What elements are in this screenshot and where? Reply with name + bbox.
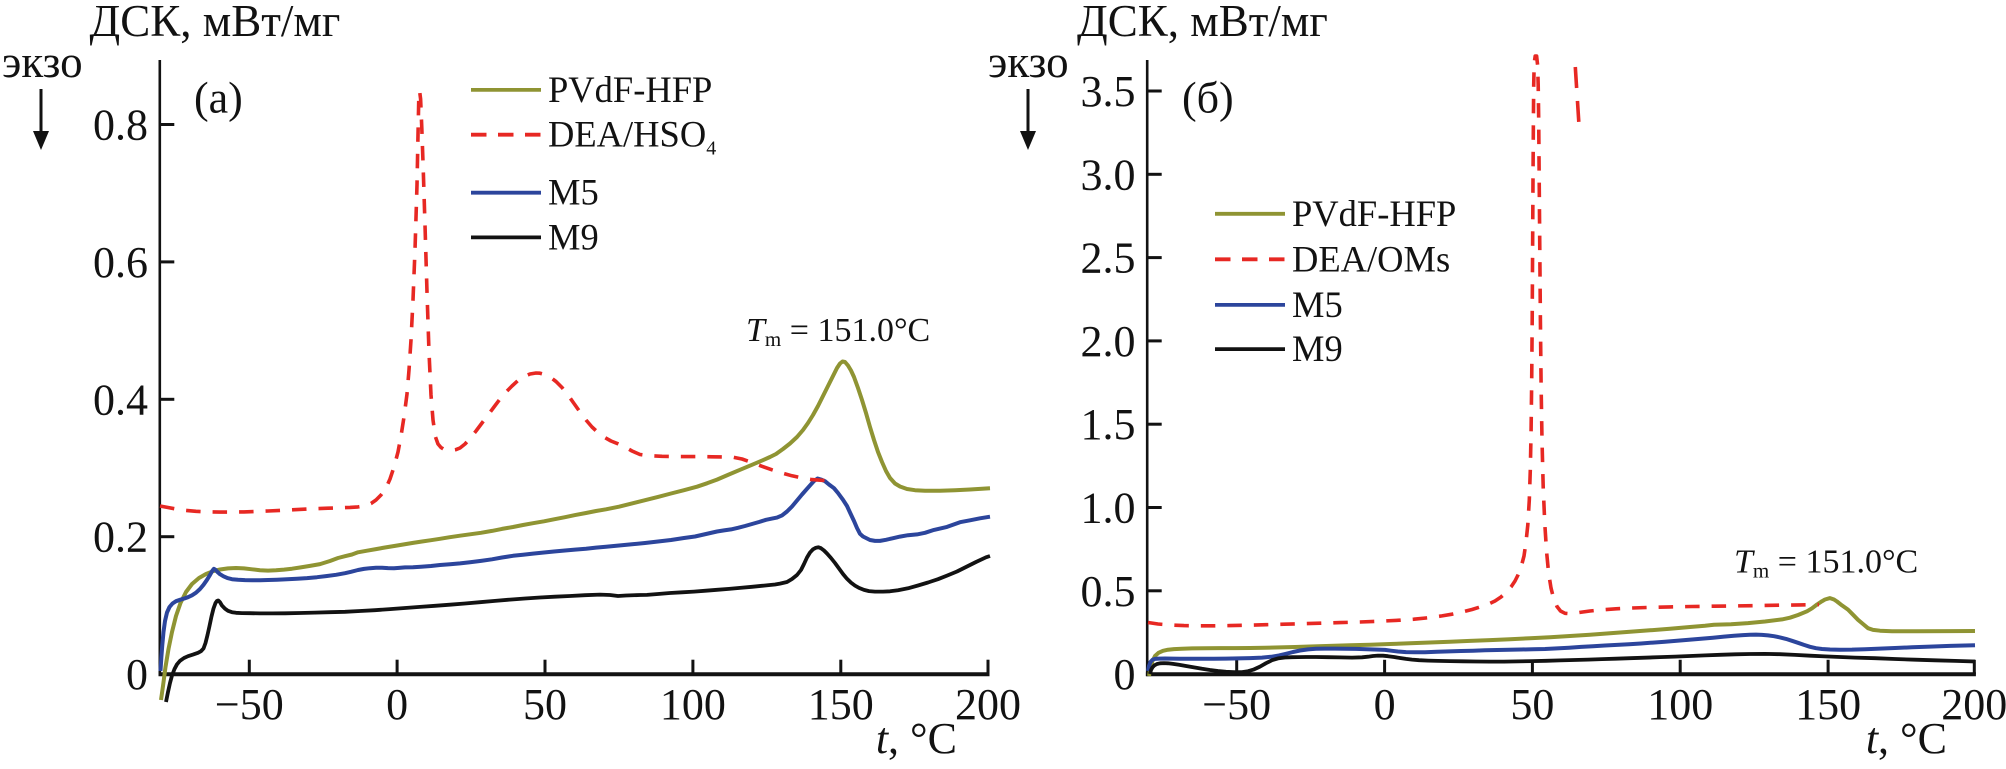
svg-text:200: 200 [1941, 680, 2006, 729]
svg-text:M5: M5 [1292, 284, 1343, 325]
svg-text:PVdF-HFP: PVdF-HFP [548, 69, 712, 110]
svg-text:(а): (а) [194, 74, 243, 123]
svg-text:3.0: 3.0 [1081, 150, 1136, 199]
svg-text:1.5: 1.5 [1081, 400, 1136, 449]
svg-text:M9: M9 [1292, 328, 1343, 369]
svg-text:0: 0 [1374, 680, 1396, 729]
svg-text:Tm = 151.0°C: Tm = 151.0°C [1734, 544, 1918, 583]
svg-text:150: 150 [1795, 680, 1861, 729]
svg-text:Tm = 151.0°C: Tm = 151.0°C [746, 312, 930, 351]
svg-text:2.0: 2.0 [1081, 317, 1136, 366]
svg-text:0.8: 0.8 [93, 101, 148, 150]
svg-text:0.2: 0.2 [93, 513, 148, 562]
svg-text:2.5: 2.5 [1081, 234, 1136, 283]
svg-text:100: 100 [1647, 680, 1713, 729]
svg-text:t, °C: t, °C [1866, 714, 1947, 763]
svg-text:ДСК, мВт/мг: ДСК, мВт/мг [1077, 0, 1328, 46]
svg-text:(б): (б) [1182, 74, 1234, 123]
svg-text:PVdF-HFP: PVdF-HFP [1292, 193, 1456, 234]
svg-text:0: 0 [126, 650, 148, 699]
svg-text:3.5: 3.5 [1081, 67, 1136, 116]
svg-text:200: 200 [955, 680, 1021, 729]
svg-text:50: 50 [1510, 680, 1554, 729]
svg-text:−50: −50 [215, 680, 284, 729]
svg-text:DEA/HSO4: DEA/HSO4 [548, 114, 716, 160]
svg-text:150: 150 [808, 680, 874, 729]
svg-text:ДСК, мВт/мг: ДСК, мВт/мг [90, 0, 341, 46]
svg-text:t, °C: t, °C [876, 714, 957, 763]
svg-text:1.0: 1.0 [1081, 484, 1136, 533]
svg-text:0: 0 [386, 680, 408, 729]
svg-text:экзо: экзо [2, 37, 83, 87]
svg-text:−50: −50 [1202, 680, 1271, 729]
svg-text:50: 50 [523, 680, 567, 729]
svg-text:0: 0 [1114, 650, 1136, 699]
svg-text:DEA/OMs: DEA/OMs [1292, 238, 1450, 279]
svg-text:M9: M9 [548, 216, 599, 257]
svg-text:0.5: 0.5 [1081, 567, 1136, 616]
svg-text:0.6: 0.6 [93, 238, 148, 287]
svg-text:M5: M5 [548, 172, 599, 213]
svg-text:экзо: экзо [988, 37, 1069, 87]
svg-text:100: 100 [660, 680, 726, 729]
svg-text:0.4: 0.4 [93, 375, 148, 424]
